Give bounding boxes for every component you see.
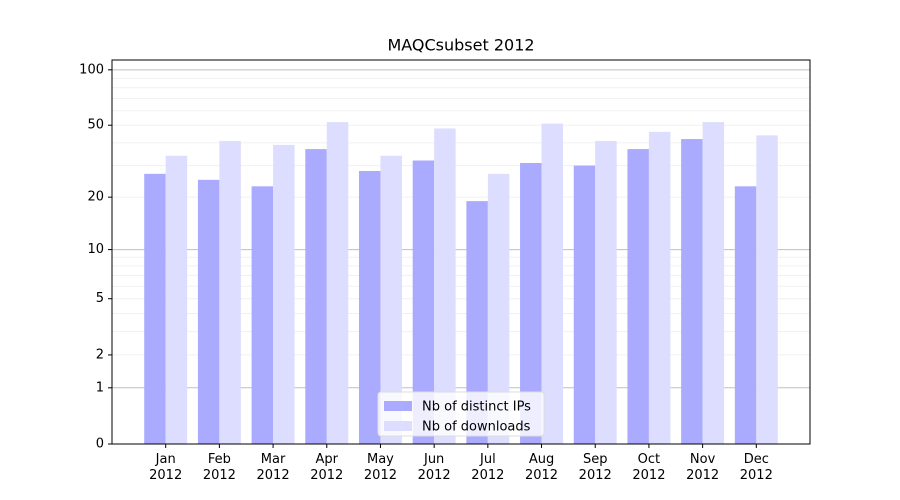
- x-tick-label: Nov 2012: [686, 452, 720, 483]
- bar: [702, 122, 725, 444]
- y-tick-label: 50: [87, 118, 104, 133]
- axes-frame: [111, 59, 811, 445]
- bar: [144, 173, 166, 444]
- x-tick-label: May 2012: [363, 452, 397, 483]
- x-tick-label: Sep 2012: [578, 452, 612, 483]
- bar: [648, 131, 671, 445]
- bar: [573, 165, 596, 445]
- x-tick-label: Aug 2012: [524, 452, 559, 483]
- bar: [380, 155, 402, 445]
- bar: [520, 163, 542, 444]
- bar: [251, 186, 274, 444]
- bar: [681, 139, 703, 445]
- legend-box: [377, 391, 545, 437]
- bar: [434, 128, 456, 445]
- bar: [756, 135, 778, 444]
- y-tick-label: 10: [87, 242, 104, 257]
- x-tick-label: Jun 2012: [417, 452, 451, 483]
- x-tick-label: Dec 2012: [739, 452, 773, 483]
- bar: [358, 170, 381, 444]
- bar: [487, 173, 510, 444]
- bar: [412, 160, 435, 444]
- legend-label: Nb of distinct IPs: [422, 400, 531, 415]
- y-tick-label: 5: [96, 291, 104, 306]
- bar: [326, 122, 349, 444]
- bar: [273, 144, 295, 445]
- legend-label: Nb of downloads: [422, 420, 531, 435]
- y-tick-label: 100: [79, 62, 104, 77]
- bar: [627, 149, 649, 444]
- x-tick-label: Feb 2012: [202, 452, 236, 483]
- x-tick-label: Oct 2012: [632, 452, 666, 483]
- legend-swatch: [384, 401, 412, 411]
- x-tick-label: Jul 2012: [471, 452, 505, 483]
- chart-title: MAQCsubset 2012: [387, 36, 534, 55]
- x-tick-label: Jan 2012: [149, 452, 183, 483]
- bar: [165, 155, 188, 445]
- x-tick-label: Mar 2012: [256, 452, 290, 483]
- y-tick-label: 0: [96, 437, 104, 452]
- bar: [734, 186, 757, 444]
- legend-swatch: [384, 421, 412, 431]
- bar: [466, 201, 488, 444]
- bar: [595, 140, 617, 444]
- x-tick-label: Apr 2012: [310, 452, 344, 483]
- bar: [305, 149, 327, 444]
- bar: [219, 140, 241, 444]
- bar: [541, 123, 564, 445]
- y-tick-label: 1: [96, 380, 104, 395]
- y-tick-label: 2: [96, 347, 104, 362]
- y-tick-label: 20: [87, 190, 104, 205]
- bar: [197, 179, 220, 445]
